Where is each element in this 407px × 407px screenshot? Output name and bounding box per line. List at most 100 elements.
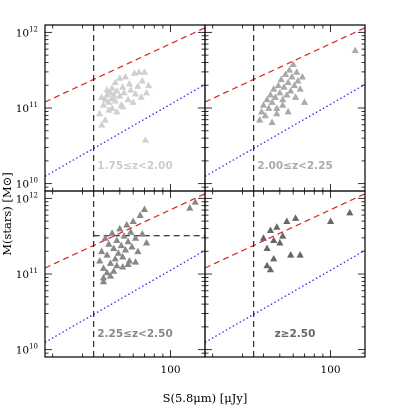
data-point [131,89,140,97]
data-point [106,259,115,266]
data-point [124,260,132,268]
data-point [101,116,109,123]
data-point [138,77,146,84]
data-point [258,107,266,115]
data-point [271,93,279,100]
data-point [108,84,116,91]
data-point [108,104,116,111]
data-point [270,254,278,262]
panel-plot-area [45,191,205,357]
data-point [113,236,121,244]
data-point [144,81,153,89]
blue-dotted-line [205,83,365,177]
data-point [298,73,306,80]
data-point [105,98,113,105]
data-point [116,74,124,81]
data-point [289,60,297,68]
y-tick-label: 1011 [16,101,38,115]
data-point [263,244,271,251]
data-point [277,75,285,83]
data-point [110,267,118,274]
data-point [98,247,106,255]
data-point [281,70,290,78]
y-tick-label: 1010 [16,343,38,357]
data-point [274,81,282,89]
data-point [294,77,302,84]
data-point [117,241,125,249]
data-point [270,85,278,92]
data-point [103,86,111,93]
data-point [116,224,124,232]
data-point [125,257,134,264]
data-point [98,93,106,100]
panel-redshift-label: z≥2.50 [275,328,316,340]
data-point [119,252,127,260]
red-dashed-line [45,193,205,269]
panel-plot-area [205,25,365,191]
data-point [127,86,135,93]
data-point [96,257,104,264]
data-point [266,226,275,234]
data-point [142,88,151,96]
data-point [256,116,264,123]
data-point [263,95,271,103]
data-point [131,258,140,265]
data-point [259,234,268,241]
data-point [276,88,284,96]
data-point [346,208,354,216]
x-tick-labels: 100 100 [161,364,341,376]
data-point [140,68,149,75]
data-point [300,98,309,105]
y-axis-label: M(stars) [M⊙] [0,172,14,256]
panels-group: 1.75≤z<2.00 2.00≤z<2.25 2.25≤z<2.50 z≥2.50 [44,24,366,358]
data-point [114,249,122,256]
data-point [266,91,275,98]
data-point [101,234,109,241]
data-point [287,251,295,258]
data-point [131,234,140,241]
data-point [110,91,118,98]
panel-redshift-label: 2.25≤z<2.50 [97,328,173,340]
data-point [111,254,119,262]
data-point [103,91,111,98]
data-point [108,229,116,236]
panel-1: 1.75≤z<2.00 [44,24,206,192]
y-tick-label: 1012 [16,191,38,205]
data-point [106,272,115,279]
data-point [113,107,121,115]
x-tick-label: 100 [161,364,181,376]
data-point [273,104,281,111]
data-point [261,111,269,119]
data-point [273,223,281,230]
x-tick-label: 100 [321,364,341,376]
data-point [127,228,135,235]
blue-dotted-line [45,83,205,177]
data-point [119,263,127,270]
panel-redshift-label: 2.00≤z<2.25 [257,160,333,172]
data-point [124,237,132,245]
data-point [288,73,296,80]
y-tick-label: 1011 [16,267,38,281]
data-point [283,217,291,224]
data-point [259,101,268,108]
data-point [108,94,116,102]
data-point [265,104,273,111]
data-point [105,106,113,113]
data-point [99,277,108,285]
data-point [123,220,131,228]
data-point [279,101,287,108]
data-point [279,232,287,239]
data-point [124,95,132,103]
data-point [268,118,276,126]
data-point [99,273,108,281]
x-axis-label: S(5.8μm) [μJy] [163,391,248,405]
data-point [101,95,109,103]
data-point [284,107,292,115]
data-point [128,243,136,250]
data-point [285,66,294,73]
data-point [290,81,298,89]
panel-redshift-label: 1.75≤z<2.00 [97,160,173,172]
data-point [284,78,292,85]
data-point [129,98,137,105]
